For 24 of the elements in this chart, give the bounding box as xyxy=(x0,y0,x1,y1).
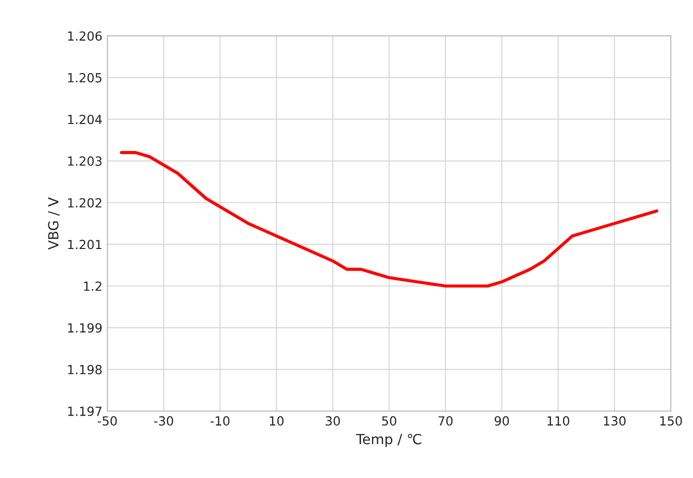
x-axis-title: Temp / ℃ xyxy=(356,434,422,448)
x-tick-label: 50 xyxy=(382,416,396,426)
y-tick-label: 1.202 xyxy=(68,198,102,208)
y-tick-label: 1.2 xyxy=(84,281,102,291)
x-tick-label: 70 xyxy=(438,416,453,426)
x-tick-label: -50 xyxy=(98,416,117,426)
x-tick-label: -30 xyxy=(154,416,174,426)
x-tick-label: 130 xyxy=(604,416,626,426)
y-tick-label: 1.206 xyxy=(68,31,102,41)
y-tick-label: 1.201 xyxy=(68,240,102,250)
y-tick-label: 1.204 xyxy=(68,114,102,124)
y-tick-label: 1.197 xyxy=(68,406,102,416)
x-tick-label: -10 xyxy=(210,416,230,426)
x-tick-label: 30 xyxy=(326,416,340,426)
line-series xyxy=(120,151,658,288)
x-tick-label: 150 xyxy=(660,416,682,426)
y-tick-label: 1.199 xyxy=(68,323,102,333)
x-tick-label: 110 xyxy=(548,416,570,426)
x-tick-label: 10 xyxy=(270,416,284,426)
x-tick-label: 90 xyxy=(494,416,509,426)
y-tick-label: 1.203 xyxy=(68,156,102,166)
y-tick-label: 1.198 xyxy=(68,364,102,374)
y-tick-label: 1.205 xyxy=(68,73,102,82)
y-axis-title: VBG / V xyxy=(48,197,60,250)
